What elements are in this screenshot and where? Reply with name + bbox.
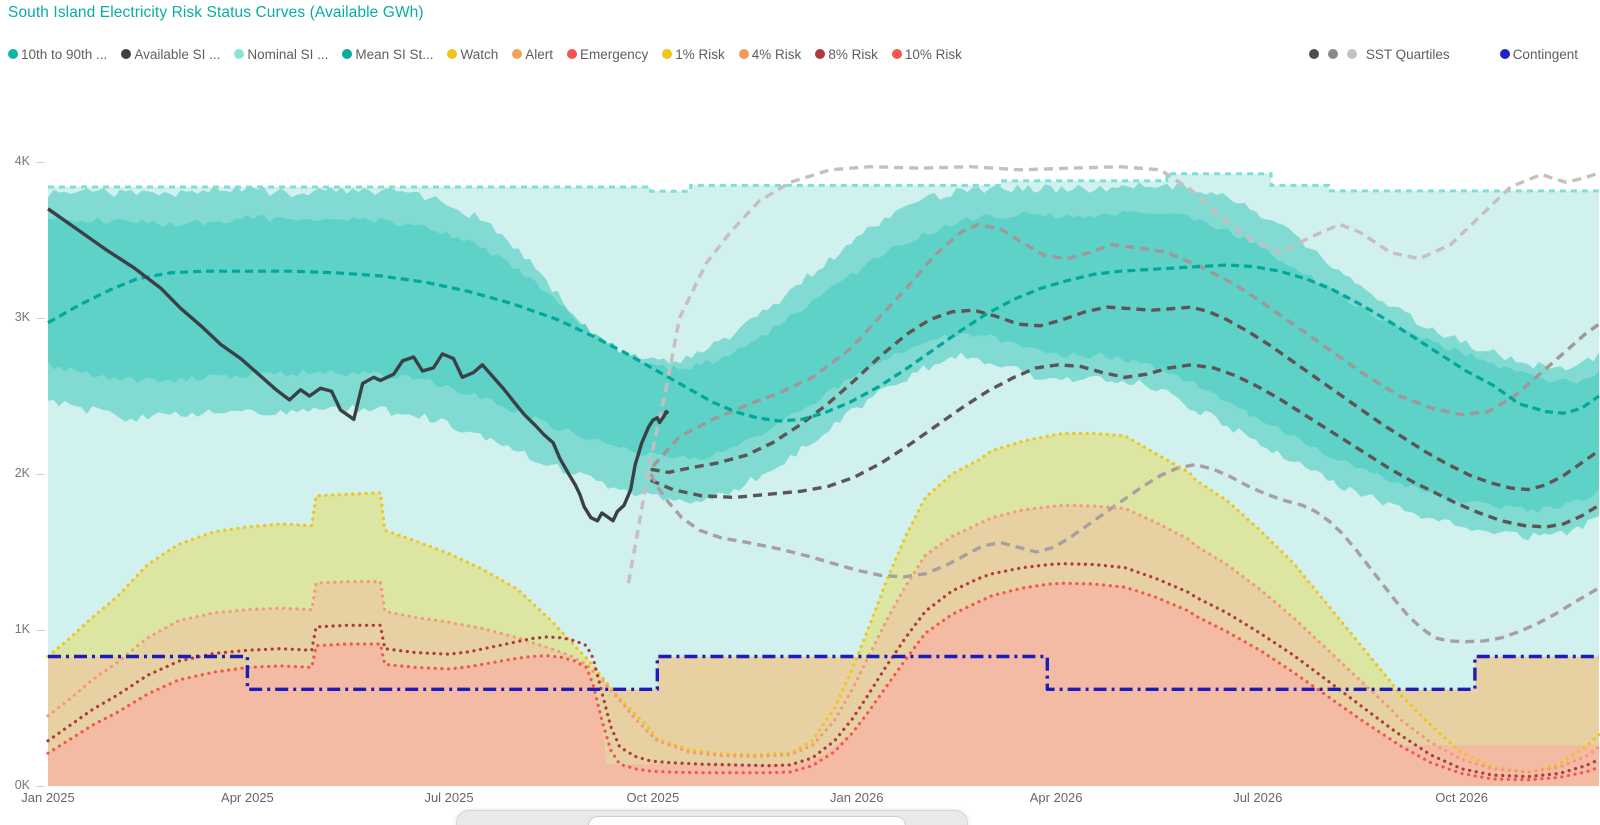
legend-10th-to-90th[interactable]: 10th to 90th ...: [8, 47, 107, 62]
band-25th-75th-inner: [48, 210, 1599, 513]
mean-si-storage: [47, 263, 1600, 423]
x-axis-label-Apr-2026: Apr 2026: [1029, 790, 1083, 805]
legend-10pct-risk-label: 10% Risk: [904, 46, 962, 62]
chart-title: South Island Electricity Risk Status Cur…: [8, 4, 424, 21]
legend-watch-swatch-icon: [447, 49, 458, 59]
legend-mean-si-label: Mean SI St...: [355, 46, 434, 62]
legend-available-si-swatch-icon: [121, 49, 132, 59]
legend-nominal-si[interactable]: Nominal SI ...: [234, 47, 328, 62]
legend-mean-si[interactable]: Mean SI St...: [342, 47, 433, 62]
legend-1pct-risk[interactable]: 1% Risk: [662, 47, 725, 62]
emergency-zone: [48, 583, 1599, 786]
legend-alert[interactable]: Alert: [512, 47, 553, 62]
legend-sst-quartiles-label: SST Quartiles: [1365, 46, 1450, 62]
y-axis-label-1K: 1K: [14, 622, 30, 636]
legend-sst-quartiles-swatch-icon: [1346, 49, 1357, 59]
zoom-slider-handle[interactable]: [588, 816, 906, 825]
legend-1pct-risk-label: 1% Risk: [675, 46, 725, 62]
contingent-storage: [48, 654, 1599, 691]
legend-4pct-risk[interactable]: 4% Risk: [738, 46, 802, 62]
y-axis-tick: [36, 786, 45, 787]
y-axis-label-2K: 2K: [14, 466, 30, 480]
legend-10pct-risk-swatch-icon: [891, 49, 902, 59]
legend-10th-to-90th-swatch-icon: [8, 49, 18, 59]
legend: 10th to 90th ... Available SI ... Nominal …: [8, 44, 1592, 64]
y-axis-tick: [36, 474, 45, 475]
x-axis-label-Oct-2026: Oct 2026: [1435, 790, 1489, 805]
legend-emergency[interactable]: Emergency: [567, 47, 648, 62]
y-axis-tick: [36, 162, 45, 163]
legend-watch-label: Watch: [460, 46, 499, 62]
y-axis-label-4K: 4K: [14, 154, 30, 168]
legend-alert-label: Alert: [525, 46, 553, 62]
legend-emergency-label: Emergency: [580, 46, 649, 62]
legend-mean-si-swatch-icon: [342, 49, 353, 59]
legend-4pct-risk-label: 4% Risk: [751, 46, 802, 62]
legend-1pct-risk-swatch-icon: [662, 49, 673, 59]
legend-8pct-risk[interactable]: 8% Risk: [815, 47, 878, 62]
y-axis-tick: [36, 630, 45, 631]
y-axis-label-0K: 0K: [14, 778, 30, 792]
sst-quartile-median: [650, 305, 1600, 492]
risk-curve-4pct: [46, 503, 1600, 774]
x-axis-label-Jul-2026: Jul 2026: [1233, 790, 1283, 805]
sst-quartile-lower-mid: [650, 363, 1600, 529]
legend-10th-to-90th-label: 10th to 90th ...: [21, 46, 108, 62]
legend-4pct-risk-swatch-icon: [738, 49, 749, 59]
x-axis-label-Apr-2025: Apr 2025: [221, 790, 274, 805]
sst-quartile-upper-mid: [651, 222, 1600, 468]
legend-alert-swatch-icon: [512, 49, 523, 59]
y-axis-tick: [36, 318, 45, 319]
y-axis-label-3K: 3K: [14, 310, 30, 324]
legend-8pct-risk-label: 8% Risk: [828, 46, 878, 62]
legend-sst-quartiles-swatch-icon: [1327, 49, 1338, 59]
legend-sst-quartiles-swatch-icon: [1308, 49, 1319, 59]
legend-sst-quartiles[interactable]: SST Quartiles: [1308, 46, 1450, 62]
x-axis-label-Oct-2025: Oct 2025: [626, 790, 680, 805]
legend-contingent-swatch-icon: [1499, 49, 1510, 59]
legend-nominal-si-label: Nominal SI ...: [247, 46, 329, 62]
x-axis-label-Jul-2025: Jul 2025: [424, 790, 474, 805]
risk-curve-1pct: [46, 431, 1600, 775]
legend-watch[interactable]: Watch: [447, 47, 498, 62]
legend-contingent[interactable]: Contingent: [1499, 46, 1578, 62]
risk-curve-8pct: [46, 562, 1600, 779]
legend-10pct-risk[interactable]: 10% Risk: [891, 46, 962, 62]
x-axis-label-Jan-2026: Jan 2026: [829, 790, 884, 805]
legend-available-si-label: Available SI ...: [134, 46, 221, 62]
legend-8pct-risk-swatch-icon: [815, 49, 826, 59]
available-si-storage: [47, 207, 670, 523]
legend-available-si[interactable]: Available SI ...: [121, 47, 220, 62]
x-axis-label-Jan-2025: Jan 2025: [21, 790, 75, 805]
legend-contingent-label: Contingent: [1512, 46, 1578, 62]
legend-emergency-swatch-icon: [567, 49, 577, 59]
legend-nominal-si-swatch-icon: [234, 49, 245, 59]
